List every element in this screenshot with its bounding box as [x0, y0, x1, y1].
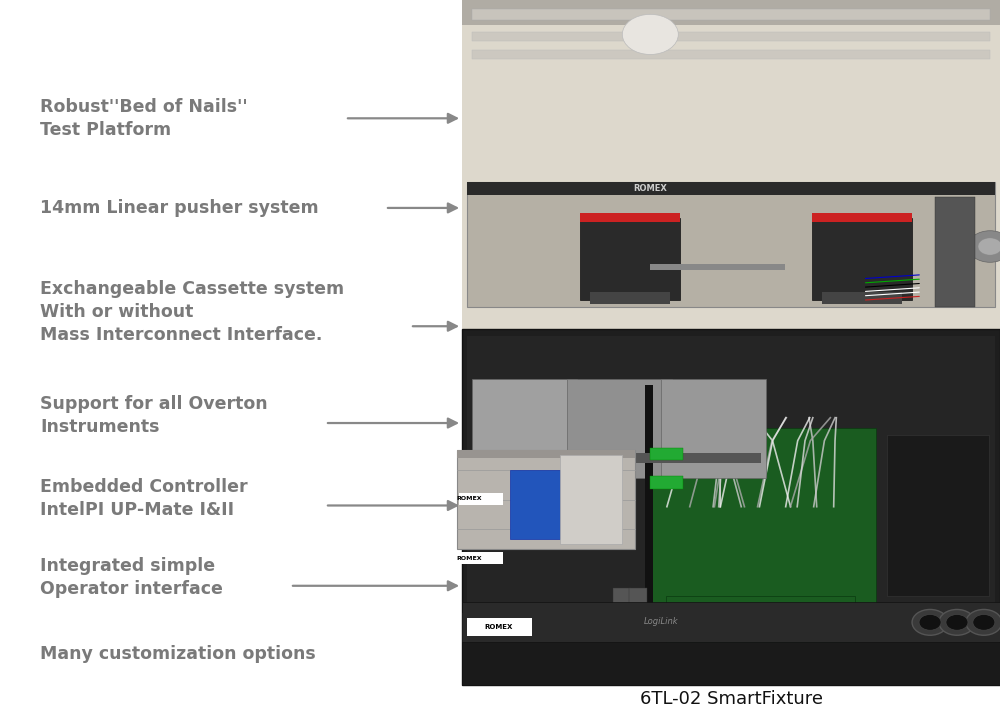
FancyBboxPatch shape [472, 9, 990, 20]
FancyBboxPatch shape [822, 292, 902, 303]
FancyBboxPatch shape [812, 213, 912, 222]
FancyBboxPatch shape [457, 450, 635, 458]
FancyBboxPatch shape [566, 379, 672, 478]
Text: ROMEX: ROMEX [633, 184, 667, 193]
Text: ROMEX: ROMEX [485, 625, 513, 630]
Circle shape [973, 614, 995, 630]
Circle shape [939, 609, 975, 635]
FancyBboxPatch shape [650, 476, 683, 489]
FancyBboxPatch shape [572, 453, 666, 463]
Text: 14mm Linear pusher system: 14mm Linear pusher system [40, 199, 319, 217]
Text: 6TL-02 SmartFixture: 6TL-02 SmartFixture [640, 690, 823, 708]
Circle shape [968, 231, 1000, 262]
Text: ROMEX: ROMEX [457, 556, 482, 561]
Text: Integrated simple
Operator interface: Integrated simple Operator interface [40, 556, 223, 598]
Text: ROMEX: ROMEX [457, 496, 482, 501]
FancyBboxPatch shape [613, 589, 631, 607]
Text: Many customization options: Many customization options [40, 645, 316, 663]
FancyBboxPatch shape [650, 447, 683, 460]
FancyBboxPatch shape [467, 182, 995, 195]
Circle shape [966, 609, 1000, 635]
Text: Robust''Bed of Nails''
Test Platform: Robust''Bed of Nails'' Test Platform [40, 98, 248, 139]
FancyBboxPatch shape [650, 428, 876, 614]
Text: Support for all Overton
Instruments: Support for all Overton Instruments [40, 395, 268, 437]
Circle shape [622, 14, 678, 54]
Text: Exchangeable Cassette system
With or without
Mass Interconnect Interface.: Exchangeable Cassette system With or wit… [40, 280, 344, 343]
FancyBboxPatch shape [935, 196, 975, 307]
FancyBboxPatch shape [645, 385, 653, 642]
FancyBboxPatch shape [812, 218, 912, 300]
FancyBboxPatch shape [887, 435, 989, 596]
Circle shape [946, 614, 968, 630]
FancyBboxPatch shape [462, 0, 1000, 685]
FancyBboxPatch shape [467, 182, 995, 307]
FancyBboxPatch shape [666, 596, 855, 649]
FancyBboxPatch shape [462, 642, 1000, 685]
Circle shape [978, 238, 1000, 255]
FancyBboxPatch shape [661, 379, 766, 478]
FancyBboxPatch shape [477, 453, 572, 463]
FancyBboxPatch shape [580, 218, 680, 300]
FancyBboxPatch shape [650, 264, 785, 270]
Circle shape [912, 609, 948, 635]
Text: LogiLink: LogiLink [644, 617, 678, 626]
FancyBboxPatch shape [462, 0, 1000, 25]
FancyBboxPatch shape [462, 328, 1000, 685]
FancyBboxPatch shape [472, 50, 990, 59]
FancyBboxPatch shape [462, 613, 1000, 642]
FancyBboxPatch shape [462, 602, 1000, 642]
FancyBboxPatch shape [666, 453, 761, 463]
FancyBboxPatch shape [560, 455, 622, 544]
FancyBboxPatch shape [462, 0, 1000, 328]
FancyBboxPatch shape [457, 450, 635, 549]
FancyBboxPatch shape [472, 379, 577, 478]
FancyBboxPatch shape [590, 292, 670, 303]
FancyBboxPatch shape [459, 552, 503, 564]
Text: Embedded Controller
IntelPI UP-Mate I&II: Embedded Controller IntelPI UP-Mate I&II [40, 478, 248, 519]
FancyBboxPatch shape [580, 213, 680, 222]
Circle shape [919, 614, 941, 630]
FancyBboxPatch shape [467, 618, 532, 636]
FancyBboxPatch shape [629, 589, 647, 607]
FancyBboxPatch shape [459, 493, 503, 505]
FancyBboxPatch shape [472, 32, 990, 41]
FancyBboxPatch shape [467, 336, 995, 642]
FancyBboxPatch shape [510, 470, 560, 539]
